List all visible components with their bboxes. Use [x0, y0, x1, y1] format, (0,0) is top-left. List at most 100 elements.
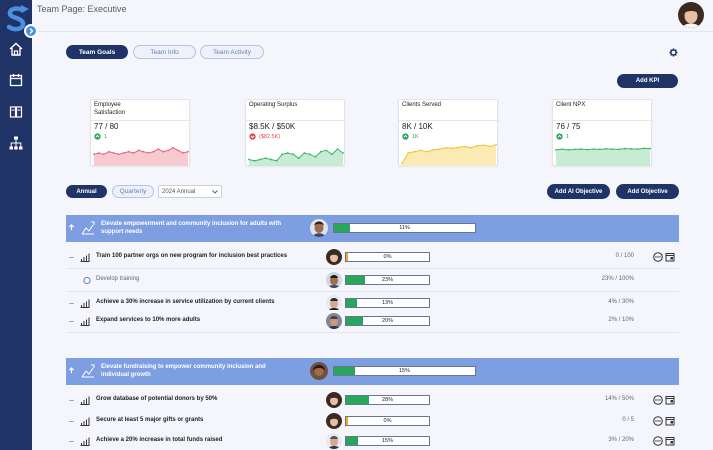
- kpi-delta: 1: [94, 133, 107, 140]
- owner-avatar[interactable]: [310, 219, 328, 237]
- sparkline-point: [342, 152, 344, 154]
- task-row[interactable]: Develop training 23% 23% / 100%: [66, 269, 679, 292]
- more-options-icon[interactable]: [653, 395, 663, 405]
- sparkline-point: [152, 150, 155, 153]
- quarterly-button[interactable]: Quarterly: [112, 185, 154, 198]
- more-options-icon[interactable]: [653, 436, 663, 446]
- gear-icon[interactable]: [669, 48, 678, 57]
- add-ai-objective-button[interactable]: Add AI Objective: [547, 184, 610, 199]
- key-result-row[interactable]: Achieve a 20% increase in total funds ra…: [66, 430, 679, 450]
- key-result-title[interactable]: Secure at least 5 major gifts or grants: [96, 417, 204, 423]
- key-result-value: 3% / 20%: [608, 437, 634, 443]
- app-logo[interactable]: [4, 4, 30, 34]
- sparkline-point: [187, 150, 189, 153]
- sparkline-point: [598, 148, 601, 151]
- progress-label: 0%: [383, 254, 392, 260]
- sparkline-point: [122, 152, 125, 154]
- sparkline-point: [167, 149, 170, 152]
- sparkline-point: [336, 148, 339, 150]
- kpi-divider: [553, 120, 653, 121]
- kpi-divider: [246, 120, 346, 121]
- objective-progress-bar: 15%: [333, 366, 476, 376]
- sparkline-point: [172, 146, 175, 149]
- progress-label: 13%: [381, 300, 393, 306]
- progress-fill: [346, 299, 357, 307]
- period-select[interactable]: 2024 Annual: [158, 185, 222, 198]
- sparkline-point: [419, 149, 422, 152]
- key-result-row[interactable]: Grow database of potential donors by 50%…: [66, 389, 679, 412]
- kpi-delta: 1K: [402, 133, 419, 140]
- sparkline-point: [259, 158, 261, 161]
- sidebar-collapse-button[interactable]: [24, 24, 38, 38]
- objective-header[interactable]: Elevate fundraising to empower community…: [66, 358, 679, 385]
- progress-label: 11%: [399, 225, 410, 231]
- tab-team-goals[interactable]: Team Goals: [66, 45, 128, 59]
- collapse-arrow-icon[interactable]: [68, 224, 75, 231]
- progress-fill: [346, 317, 363, 325]
- org-chart-icon[interactable]: [8, 135, 24, 151]
- collapse-arrow-icon[interactable]: [68, 367, 75, 374]
- tab-team-activity[interactable]: Team Activity: [200, 45, 264, 59]
- kpi-value: $8.5K / $50K: [249, 122, 296, 131]
- task-circle-icon[interactable]: [82, 276, 92, 285]
- calendar-icon[interactable]: [665, 252, 675, 262]
- sparkline-point: [132, 152, 135, 154]
- key-result-progress-bar: 0%: [345, 252, 430, 262]
- sparkline-point: [407, 152, 410, 154]
- kpi-value: 76 / 75: [556, 122, 581, 131]
- tree-branch: [69, 421, 74, 422]
- key-result-title[interactable]: Grow database of potential donors by 50%: [96, 396, 218, 402]
- key-result-title[interactable]: Achieve a 30% increase in service utiliz…: [96, 299, 275, 305]
- top-bar: Team Page: Executive: [32, 0, 713, 32]
- sparkline-point: [642, 147, 645, 150]
- calendar-icon[interactable]: [665, 416, 675, 426]
- book-icon[interactable]: [8, 104, 24, 120]
- sparkline-point: [308, 153, 311, 156]
- owner-avatar[interactable]: [326, 295, 342, 311]
- tab-team-info[interactable]: Team Info: [133, 45, 196, 59]
- sparkline-point: [112, 152, 115, 154]
- more-options-icon[interactable]: [653, 252, 663, 262]
- user-avatar[interactable]: [678, 2, 704, 28]
- sparkline-line: [248, 148, 344, 162]
- owner-avatar[interactable]: [326, 313, 342, 329]
- key-result-title[interactable]: Expand services to 10% more adults: [96, 317, 201, 323]
- owner-avatar[interactable]: [326, 272, 342, 288]
- kpi-value: 77 / 80: [94, 122, 119, 131]
- owner-avatar[interactable]: [326, 249, 342, 265]
- trend-up-icon: [556, 133, 563, 140]
- owner-avatar[interactable]: [326, 433, 342, 449]
- tree-branch: [69, 303, 74, 304]
- task-title[interactable]: Develop training: [96, 276, 140, 282]
- owner-avatar[interactable]: [310, 362, 328, 380]
- objective-title-line: Elevate empowerment and community inclus…: [101, 221, 282, 227]
- home-icon[interactable]: [8, 41, 24, 57]
- key-result-title[interactable]: Achieve a 20% increase in total funds ra…: [96, 437, 223, 443]
- owner-avatar[interactable]: [326, 392, 342, 408]
- add-kpi-button[interactable]: Add KPI: [617, 74, 678, 88]
- owner-avatar[interactable]: [326, 413, 342, 429]
- sparkline-point: [495, 143, 497, 146]
- kpi-card[interactable]: Clients Served 8K / 10K 1K: [398, 99, 499, 166]
- sparkline-point: [426, 150, 428, 153]
- progress-fill: [346, 253, 348, 261]
- key-result-progress-bar: 28%: [345, 395, 430, 405]
- task-value: 23% / 100%: [601, 276, 634, 282]
- objective-header[interactable]: Elevate empowerment and community inclus…: [66, 215, 679, 242]
- annual-button[interactable]: Annual: [66, 185, 107, 198]
- kpi-card[interactable]: Operating Surplus $8.5K / $50K ($82.5K): [245, 99, 346, 166]
- calendar-icon[interactable]: [8, 72, 24, 88]
- kpi-card[interactable]: Employee Satisfaction 77 / 80 1: [90, 99, 191, 166]
- objective-title: Elevate fundraising to empower community…: [101, 363, 266, 379]
- key-result-row[interactable]: Expand services to 10% more adults 20% 2…: [66, 310, 679, 333]
- add-objective-button[interactable]: Add Objective: [616, 184, 679, 199]
- tree-branch: [69, 321, 74, 322]
- kpi-sparkline: [93, 146, 189, 166]
- key-result-row[interactable]: Train 100 partner orgs on new program fo…: [66, 246, 679, 269]
- key-result-title[interactable]: Train 100 partner orgs on new program fo…: [96, 253, 288, 259]
- sparkline-point: [117, 153, 120, 156]
- calendar-icon[interactable]: [665, 395, 675, 405]
- kpi-card[interactable]: Client NPX 76 / 75 1: [552, 99, 653, 166]
- calendar-icon[interactable]: [665, 436, 675, 446]
- more-options-icon[interactable]: [653, 416, 663, 426]
